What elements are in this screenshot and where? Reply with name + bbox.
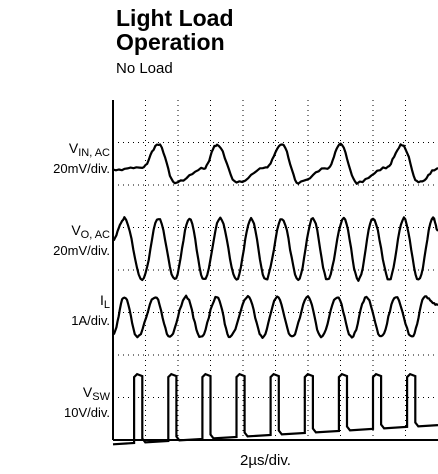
trace-vsw: [112, 372, 438, 446]
vo-subscript: O, AC: [80, 229, 110, 241]
vsw-scale: 10V/div.: [63, 405, 110, 420]
chart-subtitle: No Load: [116, 60, 173, 77]
x-axis-label: 2µs/div.: [240, 452, 291, 469]
channel-label-vin: VIN, AC 20mV/div.: [53, 140, 110, 177]
vsw-subscript: SW: [92, 391, 110, 403]
vin-symbol: V: [68, 140, 79, 156]
trace-vo-ac: [112, 216, 438, 282]
vo-scale: 20mV/div.: [53, 243, 110, 258]
il-scale: 1A/div.: [71, 313, 110, 328]
vin-scale: 20mV/div.: [53, 161, 110, 176]
title-line-2: Operation: [116, 29, 225, 55]
il-subscript: L: [103, 299, 110, 311]
channel-label-vo: VO, AC 20mV/div.: [53, 222, 110, 259]
channel-label-vsw: VSW 10V/div.: [64, 384, 110, 421]
trace-vin-ac: [112, 142, 438, 185]
chart-title: Light Load Operation: [116, 6, 234, 54]
vin-subscript: IN, AC: [78, 147, 110, 159]
il-symbol: I: [99, 292, 104, 308]
vo-symbol: V: [71, 222, 81, 238]
trace-il: [112, 294, 438, 339]
title-line-1: Light Load: [116, 5, 234, 31]
channel-label-il: IL 1A/div.: [71, 292, 110, 329]
vsw-symbol: V: [82, 384, 93, 400]
